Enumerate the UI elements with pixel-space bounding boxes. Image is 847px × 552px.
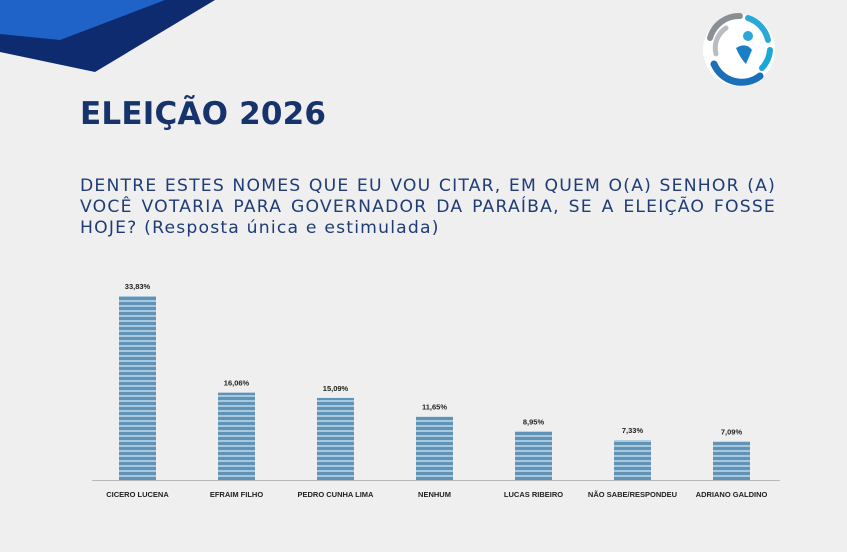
bar — [713, 441, 750, 480]
category-label: ADRIANO GALDINO — [696, 490, 768, 499]
corner-decoration — [0, 0, 215, 72]
bar — [515, 431, 552, 480]
bar — [119, 296, 156, 480]
category-label: NÃO SABE/RESPONDEU — [588, 490, 677, 499]
category-label: PEDRO CUNHA LIMA — [298, 490, 375, 499]
bar — [218, 392, 255, 480]
bar — [614, 440, 651, 480]
bar — [416, 416, 453, 480]
survey-question: DENTRE ESTES NOMES QUE EU VOU CITAR, EM … — [80, 176, 776, 238]
data-label: 16,06% — [224, 379, 250, 388]
data-label: 11,65% — [422, 403, 447, 412]
category-label: NENHUM — [418, 490, 451, 499]
logo-icon — [703, 13, 775, 86]
data-label: 7,33% — [622, 426, 644, 435]
bar — [317, 397, 354, 480]
data-label: 33,83% — [125, 282, 151, 291]
category-label: CICERO LUCENA — [106, 490, 169, 499]
category-label: LUCAS RIBEIRO — [504, 490, 563, 499]
page-title: ELEIÇÃO 2026 — [80, 96, 327, 132]
data-label: 7,09% — [721, 427, 743, 436]
data-label: 8,95% — [523, 417, 545, 426]
data-label: 15,09% — [323, 384, 349, 393]
category-label: EFRAIM FILHO — [210, 490, 263, 499]
